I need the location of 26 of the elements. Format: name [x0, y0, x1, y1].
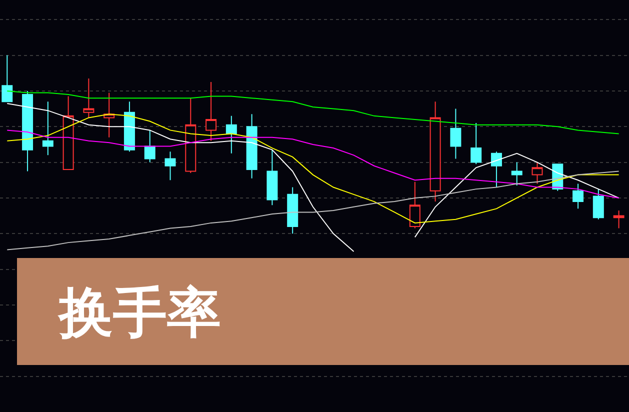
candlestick — [287, 186, 298, 234]
candlestick — [572, 183, 584, 210]
candlestick — [511, 162, 522, 186]
candlestick — [83, 78, 94, 118]
candlestick — [613, 210, 624, 229]
candlestick — [409, 181, 420, 229]
candlestick — [226, 115, 237, 154]
candlestick — [592, 188, 604, 220]
candlestick — [185, 98, 196, 174]
candlestick — [246, 114, 258, 179]
candlestick — [42, 101, 54, 156]
candlestick — [22, 90, 34, 172]
candlestick — [206, 82, 217, 142]
candlestick — [470, 122, 482, 165]
candlestick — [62, 96, 74, 170]
text: 换手率 — [57, 281, 221, 344]
candlestick — [164, 151, 176, 181]
candlestick — [532, 162, 543, 184]
candlestick — [266, 149, 278, 206]
candlestick — [124, 101, 135, 152]
candlestick — [144, 130, 156, 163]
candlestick — [2, 54, 13, 102]
candlestick — [430, 101, 441, 202]
candlestick — [490, 151, 502, 188]
candlestick — [104, 92, 115, 138]
candlestick — [450, 108, 462, 160]
